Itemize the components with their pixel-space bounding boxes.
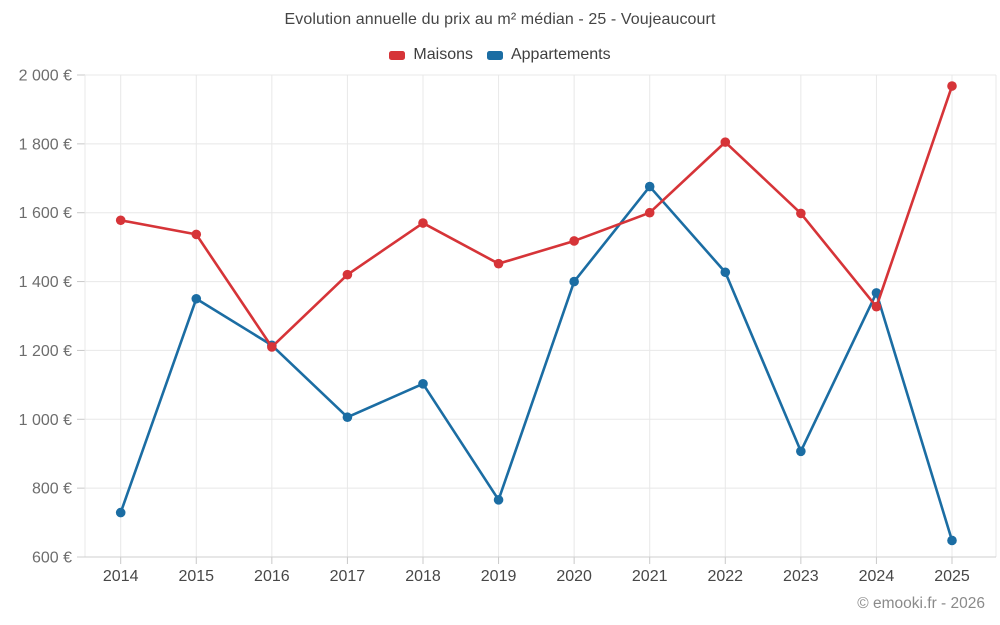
data-point-maisons-2025[interactable] [947,81,957,91]
data-point-maisons-2022[interactable] [720,137,731,147]
data-point-maisons-2023[interactable] [796,208,806,219]
x-tick-label: 2017 [330,568,366,585]
data-point-maisons-2021[interactable] [644,207,655,218]
data-point-appartements-2021[interactable] [644,181,655,192]
legend-label-appartements: Appartements [510,46,611,63]
data-point-appartements-2023[interactable] [796,446,806,457]
y-tick-label: 1 000 € [19,412,72,429]
chart-legend: Maisons Appartements [0,46,1000,64]
x-tick-label: 2019 [481,568,517,585]
y-tick-label: 800 € [32,481,72,498]
copyright-text: © emooki.fr - 2026 [857,595,985,612]
y-tick-label: 600 € [32,550,72,567]
data-point-appartements-2015[interactable] [191,293,202,304]
data-point-appartements-2018[interactable] [418,379,428,389]
data-point-appartements-2022[interactable] [720,267,731,278]
data-point-appartements-2020[interactable] [569,276,579,287]
y-tick-label: 2 000 € [19,68,72,85]
x-tick-label: 2015 [178,568,214,585]
data-point-appartements-2017[interactable] [342,412,353,423]
x-tick-label: 2014 [103,568,139,585]
series-line-appartements [119,185,954,542]
data-point-maisons-2017[interactable] [342,269,353,280]
x-tick-label: 2016 [254,568,290,585]
x-tick-label: 2020 [556,568,592,585]
y-tick-label: 1 200 € [19,343,72,360]
legend-label-maisons: Maisons [413,46,473,63]
data-point-appartements-2024[interactable] [871,288,882,298]
legend-item-maisons[interactable]: Maisons [389,46,473,64]
data-point-maisons-2018[interactable] [418,218,428,228]
x-tick-label: 2023 [783,568,819,585]
legend-item-appartements[interactable]: Appartements [486,46,611,64]
x-tick-label: 2021 [632,568,668,585]
x-tick-label: 2024 [859,568,895,585]
data-point-maisons-2014[interactable] [115,215,126,226]
data-point-appartements-2014[interactable] [115,507,126,518]
y-tick-label: 1 800 € [19,136,72,153]
series-line-maisons [119,84,954,349]
legend-swatch-appartements [486,50,503,60]
x-tick-label: 2022 [707,568,743,585]
x-tick-label: 2018 [405,568,441,585]
data-point-maisons-2019[interactable] [493,258,504,269]
y-tick-label: 1 600 € [19,205,72,222]
chart-title: Evolution annuelle du prix au m² médian … [284,11,716,28]
y-tick-label: 1 400 € [19,274,72,291]
data-point-maisons-2020[interactable] [569,236,579,246]
data-point-maisons-2015[interactable] [191,229,202,240]
data-point-maisons-2016[interactable] [267,342,277,352]
data-point-appartements-2025[interactable] [947,535,957,546]
data-point-maisons-2024[interactable] [871,301,882,312]
legend-swatch-maisons [389,50,406,60]
data-point-appartements-2019[interactable] [493,495,504,505]
x-tick-label: 2025 [934,568,970,585]
